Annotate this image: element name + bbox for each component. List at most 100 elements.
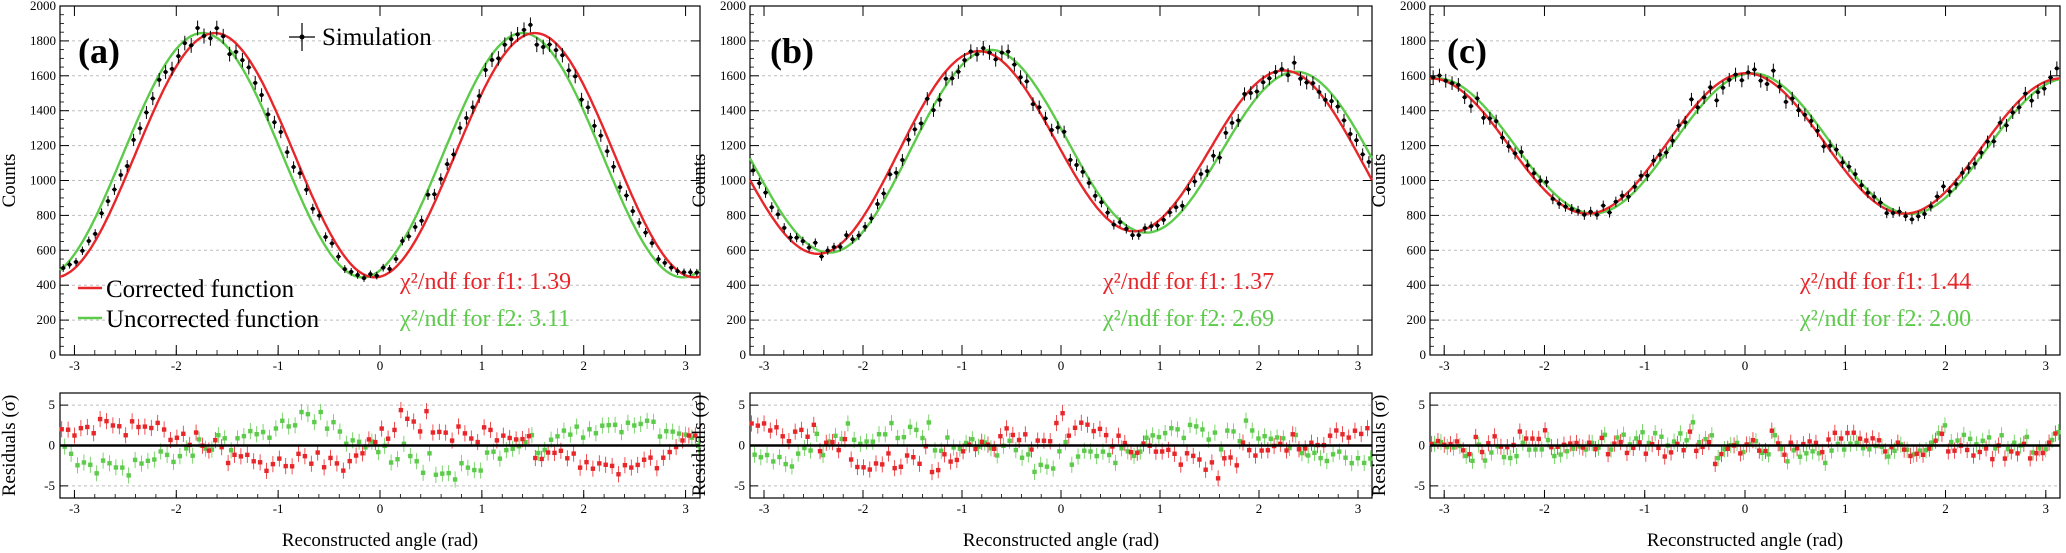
residual-point-uncorrected <box>158 449 163 454</box>
residual-point-corrected <box>1530 436 1535 441</box>
residual-point-corrected <box>661 455 666 460</box>
residual-point-uncorrected <box>939 448 944 453</box>
data-point <box>1230 120 1235 125</box>
residual-point-corrected <box>1492 434 1497 439</box>
residual-point-uncorrected <box>1463 453 1469 459</box>
residual-point-corrected <box>1290 432 1295 437</box>
residual-point-corrected <box>1952 448 1957 453</box>
data-point <box>1846 164 1851 169</box>
residual-point-corrected <box>1209 460 1215 465</box>
data-point <box>1167 210 1172 215</box>
data-point <box>1494 119 1499 124</box>
uncorrected-curve <box>748 48 1374 254</box>
residual-point-uncorrected <box>68 451 74 457</box>
residual-point-corrected <box>1656 445 1661 451</box>
residual-point-uncorrected <box>1558 452 1563 457</box>
residual-point-corrected <box>1914 451 1919 456</box>
residual-point-corrected <box>1479 449 1485 455</box>
y-tick-label: 1200 <box>720 138 746 153</box>
residual-point-uncorrected <box>440 471 445 476</box>
residual-point-corrected <box>1460 448 1466 453</box>
residual-point-uncorrected <box>1514 453 1519 459</box>
data-point <box>813 240 818 245</box>
residual-point-uncorrected <box>459 461 464 466</box>
data-point <box>1802 112 1807 117</box>
data-point <box>881 191 886 196</box>
data-point <box>502 42 507 47</box>
residual-point-corrected <box>629 465 634 470</box>
residual-point-uncorrected <box>1044 464 1050 469</box>
residual-x-tick-label: 2 <box>1256 501 1263 516</box>
data-point <box>794 235 799 240</box>
data-point <box>624 193 629 198</box>
residual-point-uncorrected <box>1069 462 1075 467</box>
data-point <box>1689 97 1694 102</box>
residual-point-corrected <box>1820 449 1825 455</box>
residual-point-uncorrected <box>132 457 138 463</box>
residual-point-corrected <box>1191 453 1196 459</box>
x-tick-label: -2 <box>858 358 869 373</box>
residual-point-corrected <box>136 424 141 430</box>
residual-point-corrected <box>424 408 429 414</box>
residual-point-uncorrected <box>472 467 477 473</box>
residual-point-corrected <box>1782 452 1787 457</box>
residual-point-corrected <box>1215 476 1221 481</box>
residual-point-uncorrected <box>1162 430 1168 436</box>
residual-y-tick-label: -5 <box>734 478 745 493</box>
residual-point-uncorrected <box>845 421 851 426</box>
residual-point-uncorrected <box>2005 446 2011 452</box>
residual-y-tick-label: 0 <box>1419 438 1426 453</box>
residual-point-corrected <box>648 455 653 460</box>
data-point <box>1111 222 1116 227</box>
residual-point-uncorrected <box>2049 437 2055 443</box>
residual-point-corrected <box>597 461 602 466</box>
x-tick-label: 2 <box>1942 358 1949 373</box>
y-tick-label: 0 <box>1420 347 1427 362</box>
residual-point-uncorrected <box>1312 450 1317 456</box>
residual-point-uncorrected <box>1438 439 1444 445</box>
residual-point-corrected <box>960 449 966 454</box>
grid-lines <box>1430 40 2060 487</box>
residual-x-tick-label: 3 <box>2043 501 2050 516</box>
residual-point-corrected <box>1072 425 1078 431</box>
residual-point-uncorrected <box>1930 440 1935 445</box>
residual-point-corrected <box>1234 463 1239 468</box>
residual-point-uncorrected <box>427 451 432 456</box>
data-point <box>630 209 635 214</box>
data-point <box>669 265 674 270</box>
residual-point-corrected <box>97 416 103 422</box>
residual-point-corrected <box>142 424 148 429</box>
residual-point-corrected <box>1712 461 1718 467</box>
residual-point-corrected <box>289 464 295 469</box>
residual-point-corrected <box>886 451 891 456</box>
data-point <box>807 245 812 250</box>
residual-point-uncorrected <box>883 432 888 437</box>
data-point <box>856 233 861 238</box>
residual-point-corrected <box>334 461 340 466</box>
residual-point-corrected <box>811 422 817 428</box>
data-point <box>99 211 104 216</box>
residual-point-corrected <box>1060 411 1065 416</box>
residual-x-tick-label: -2 <box>171 501 182 516</box>
data-point <box>1897 209 1902 214</box>
residual-point-uncorrected <box>1684 438 1689 443</box>
data-point <box>1632 184 1637 189</box>
residual-point-corrected <box>1946 449 1951 454</box>
data-point <box>775 212 780 217</box>
data-point <box>1450 81 1455 86</box>
residual-x-tick-label: 2 <box>1942 501 1949 516</box>
residual-point-corrected <box>2021 441 2027 447</box>
residual-point-corrected <box>405 416 410 422</box>
residual-point-corrected <box>867 467 872 472</box>
data-point <box>1273 70 1278 75</box>
data-point <box>1298 76 1303 81</box>
residual-point-uncorrected <box>536 450 541 456</box>
data-point <box>1979 150 1984 155</box>
residual-point-corrected <box>321 465 327 470</box>
residual-y-tick-label: 0 <box>49 438 56 453</box>
residual-point-uncorrected <box>446 470 451 476</box>
residual-point-corrected <box>786 439 792 444</box>
residual-point-corrected <box>481 425 487 430</box>
data-point <box>1118 220 1123 225</box>
residual-point-corrected <box>456 424 461 429</box>
